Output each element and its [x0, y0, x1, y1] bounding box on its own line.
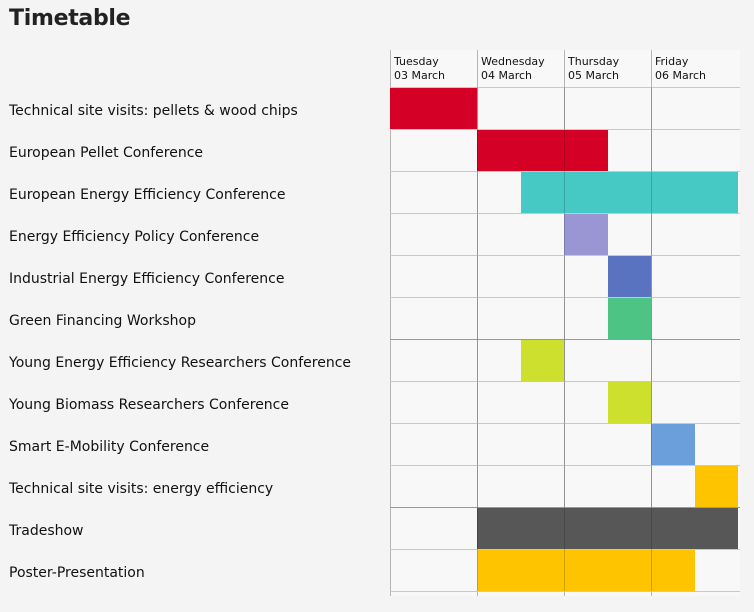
day-weekday: Tuesday	[394, 55, 439, 68]
event-label: European Energy Efficiency Conference	[9, 187, 286, 203]
event-label: Young Biomass Researchers Conference	[9, 397, 289, 413]
event-bar	[477, 550, 695, 591]
event-label: Technical site visits: energy efficiency	[9, 481, 274, 497]
row-divider	[390, 549, 740, 550]
event-label: Young Energy Efficiency Researchers Conf…	[9, 355, 352, 371]
event-label: Green Financing Workshop	[9, 313, 196, 329]
event-label: European Pellet Conference	[9, 145, 204, 161]
row-divider	[390, 87, 740, 88]
row-divider	[390, 213, 740, 214]
event-bar	[694, 466, 738, 507]
event-bar	[564, 214, 608, 255]
event-bar	[520, 172, 738, 213]
day-divider	[564, 50, 565, 596]
day-divider-overlay	[564, 87, 565, 591]
row-divider	[390, 465, 740, 466]
event-bar	[607, 298, 651, 339]
row-divider	[390, 171, 740, 172]
day-divider-overlay	[477, 87, 478, 591]
row-divider	[390, 255, 740, 256]
day-divider	[739, 50, 740, 596]
day-weekday: Wednesday	[481, 55, 545, 68]
day-date: 05 March	[568, 69, 620, 82]
event-label: Smart E-Mobility Conference	[9, 439, 210, 455]
day-divider	[477, 50, 478, 596]
event-bar	[607, 382, 651, 423]
event-bar	[477, 508, 738, 549]
row-divider	[390, 423, 740, 424]
event-label: Industrial Energy Efficiency Conference	[9, 271, 285, 287]
page-title: Timetable	[9, 6, 131, 31]
day-date: 04 March	[481, 69, 533, 82]
day-header-tuesday: Tuesday 03 March	[394, 55, 445, 83]
event-label: Poster-Presentation	[9, 565, 145, 581]
event-bar	[651, 424, 695, 465]
event-bar	[520, 340, 564, 381]
row-divider	[390, 339, 740, 340]
event-label: Energy Efficiency Policy Conference	[9, 229, 260, 245]
day-date: 06 March	[655, 69, 707, 82]
row-divider	[390, 507, 740, 508]
day-header-wednesday: Wednesday 04 March	[481, 55, 545, 83]
day-header-thursday: Thursday 05 March	[568, 55, 619, 83]
day-divider-overlay	[651, 87, 652, 591]
event-bar	[390, 88, 477, 129]
event-bar	[607, 256, 651, 297]
day-divider	[651, 50, 652, 596]
day-date: 03 March	[394, 69, 446, 82]
event-label: Technical site visits: pellets & wood ch…	[9, 103, 298, 119]
row-divider	[390, 381, 740, 382]
row-divider	[390, 591, 740, 592]
day-weekday: Friday	[655, 55, 689, 68]
day-header-friday: Friday 06 March	[655, 55, 706, 83]
event-label: Tradeshow	[9, 523, 84, 539]
day-weekday: Thursday	[568, 55, 620, 68]
day-divider	[390, 50, 391, 596]
row-divider	[390, 297, 740, 298]
event-bar	[477, 130, 608, 171]
row-divider	[390, 129, 740, 130]
